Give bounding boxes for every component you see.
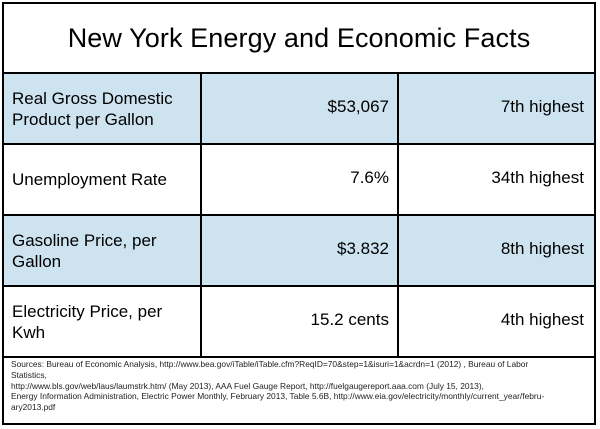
source-line: Statistics,	[11, 369, 47, 380]
source-line: ary2013.pdf	[11, 402, 56, 413]
row-rank: 34th highest	[491, 168, 584, 187]
row-value: 15.2 cents	[202, 287, 399, 356]
source-line: Energy Information Administration, Elect…	[11, 391, 545, 402]
table-row-electricity: Electricity Price, per Kwh 15.2 cents 4t…	[4, 287, 594, 358]
facts-table: New York Energy and Economic Facts Real …	[2, 2, 596, 425]
source-line: Sources: Bureau of Economic Analysis, ht…	[11, 359, 529, 369]
row-rank: 4th highest	[500, 310, 584, 329]
row-value: $3.832	[202, 216, 399, 285]
row-label: Real Gross Domestic Product per Gallon	[4, 74, 202, 143]
table-row-gasoline: Gasoline Price, per Gallon $3.832 8th hi…	[4, 216, 594, 287]
row-label: Unemployment Rate	[4, 145, 202, 214]
row-value: $53,067	[202, 74, 399, 143]
row-rank: 7th highest	[500, 97, 584, 116]
row-value: 7.6%	[202, 145, 399, 214]
table-row-gdp: Real Gross Domestic Product per Gallon $…	[4, 74, 594, 145]
row-label: Gasoline Price, per Gallon	[4, 216, 202, 285]
row-label: Electricity Price, per Kwh	[4, 287, 202, 356]
source-line: http://www.bls.gov/web/laus/laumstrk.htm…	[11, 380, 484, 391]
table-row-unemployment: Unemployment Rate 7.6% 34th highest	[4, 145, 594, 216]
table-title: New York Energy and Economic Facts	[4, 4, 594, 74]
row-rank: 8th highest	[500, 239, 584, 258]
sources-footnote: Sources: Bureau of Economic Analysis, ht…	[11, 359, 589, 413]
